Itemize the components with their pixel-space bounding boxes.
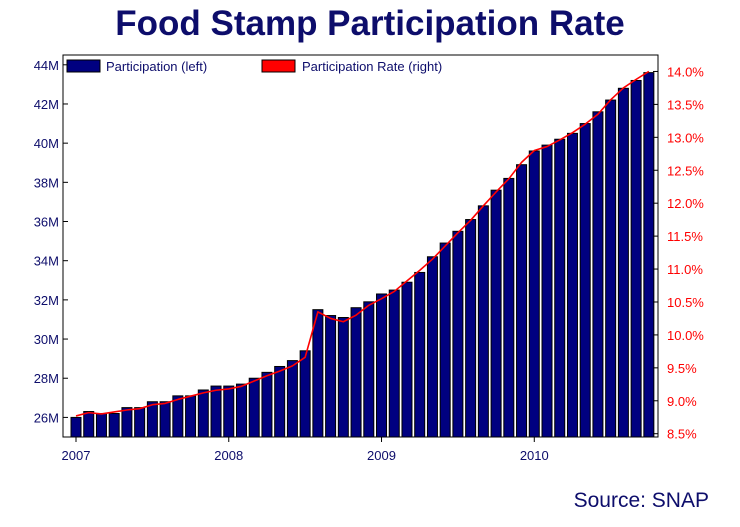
- bar-2010-10: [643, 72, 655, 438]
- bar-2010-05: [579, 123, 591, 438]
- bar-2009-05: [426, 256, 438, 438]
- legend-swatch-participation: [66, 59, 101, 73]
- bar-2008-07: [299, 350, 311, 438]
- left-tick-label: 42M: [34, 97, 59, 112]
- legend: Participation (left) Participation Rate (…: [66, 59, 442, 74]
- bar-2007-02: [83, 411, 95, 438]
- bar-2007-06: [134, 407, 146, 438]
- legend-swatch-participation-rate: [261, 59, 296, 73]
- left-tick-label: 26M: [34, 410, 59, 425]
- bar-2010-06: [592, 111, 604, 438]
- bar-2010-08: [617, 87, 629, 438]
- bar-2010-02: [541, 144, 553, 438]
- right-tick-label: 9.0%: [667, 394, 697, 409]
- bar-2009-01: [376, 293, 388, 438]
- bar-2008-02: [235, 383, 247, 438]
- x-tick-label: 2010: [520, 448, 549, 463]
- right-tick-label: 10.5%: [667, 295, 704, 310]
- x-axis: 2007 2008 2009 2010: [62, 437, 549, 463]
- bar-2008-09: [325, 315, 337, 438]
- bar-2007-05: [121, 407, 133, 438]
- bar-2007-03: [95, 412, 107, 438]
- bar-2008-08: [312, 309, 324, 438]
- bar-2007-04: [108, 412, 120, 438]
- left-tick-label: 38M: [34, 175, 59, 190]
- right-tick-label: 11.0%: [667, 262, 703, 277]
- bar-2007-11: [197, 389, 209, 438]
- bar-2009-03: [401, 281, 413, 438]
- left-tick-label: 30M: [34, 332, 59, 347]
- left-tick-label: 40M: [34, 136, 59, 151]
- bar-2008-12: [363, 301, 375, 438]
- bar-2009-09: [477, 205, 489, 438]
- bar-2009-08: [465, 219, 477, 438]
- left-tick-label: 34M: [34, 254, 59, 269]
- right-tick-label: 12.0%: [667, 196, 704, 211]
- right-tick-label: 13.0%: [667, 130, 704, 145]
- bar-2009-10: [490, 189, 502, 438]
- chart-title: Food Stamp Participation Rate: [115, 4, 625, 43]
- legend-label-participation: Participation (left): [106, 59, 207, 74]
- bar-2007-10: [185, 395, 197, 438]
- bar-2009-02: [388, 289, 400, 438]
- bar-2008-11: [350, 307, 362, 438]
- legend-label-participation-rate: Participation Rate (right): [302, 59, 442, 74]
- bar-2008-03: [248, 377, 260, 438]
- x-tick-label: 2008: [214, 448, 243, 463]
- bar-2007-07: [146, 401, 158, 438]
- bar-2010-03: [554, 138, 566, 438]
- right-tick-label: 14.0%: [667, 64, 704, 79]
- bar-2007-01: [70, 416, 82, 438]
- bar-2008-06: [286, 360, 298, 438]
- source-note: Source: SNAP: [573, 489, 709, 512]
- line-layer: [75, 70, 650, 417]
- right-tick-label: 11.5%: [667, 229, 703, 244]
- bars-layer: [70, 72, 655, 438]
- left-tick-label: 36M: [34, 215, 59, 230]
- x-tick-label: 2007: [62, 448, 91, 463]
- bar-2009-06: [439, 242, 451, 438]
- right-axis: 8.5% 9.0% 9.5% 10.0% 10.5% 11.0% 11.5% 12.0% 12.…: [653, 64, 704, 442]
- bar-2009-12: [516, 164, 528, 438]
- bar-2007-09: [172, 395, 184, 438]
- left-tick-label: 28M: [34, 371, 59, 386]
- right-tick-label: 12.5%: [667, 163, 704, 178]
- bar-2009-07: [452, 230, 464, 438]
- left-tick-label: 44M: [34, 58, 59, 73]
- right-tick-label: 8.5%: [667, 427, 697, 442]
- bar-2008-05: [274, 365, 286, 438]
- right-tick-label: 10.0%: [667, 328, 704, 343]
- bar-2007-08: [159, 401, 171, 438]
- bar-2008-01: [223, 385, 235, 438]
- left-tick-label: 32M: [34, 293, 59, 308]
- right-tick-label: 13.5%: [667, 97, 704, 112]
- right-tick-label: 9.5%: [667, 361, 697, 376]
- left-axis: 26M 28M 30M 32M 34M 36M 38M 40M 42M 44M: [34, 58, 68, 425]
- bar-2008-10: [337, 317, 349, 438]
- bar-2009-11: [503, 177, 515, 438]
- x-tick-label: 2009: [367, 448, 396, 463]
- bar-2007-12: [210, 385, 222, 438]
- bar-2010-09: [630, 79, 642, 438]
- participation-rate-line: [75, 70, 650, 417]
- bar-2008-04: [261, 371, 273, 438]
- bar-2010-01: [528, 150, 540, 438]
- bar-2010-04: [566, 132, 578, 438]
- bar-2009-04: [414, 271, 426, 438]
- bar-2010-07: [605, 99, 617, 438]
